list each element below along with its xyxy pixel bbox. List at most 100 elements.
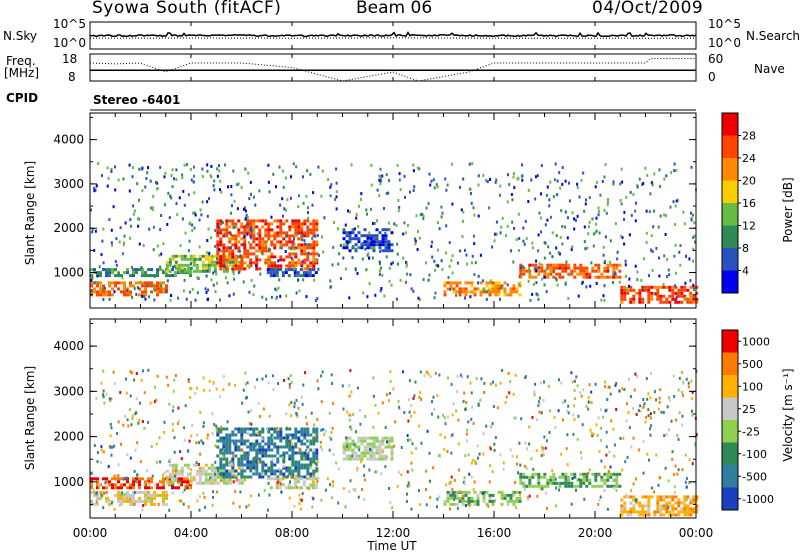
heatmap-cell (390, 243, 394, 247)
heatmap-cell (553, 482, 556, 485)
heatmap-cell (316, 464, 319, 468)
heatmap-cell (623, 242, 626, 246)
heatmap-cell (225, 246, 229, 250)
heatmap-cell (530, 178, 533, 182)
heatmap-cell (653, 285, 657, 289)
heatmap-cell (273, 231, 277, 235)
heatmap-cell (629, 285, 633, 289)
heatmap-cell (537, 297, 540, 301)
heatmap-cell (535, 418, 538, 422)
heatmap-cell (470, 499, 474, 503)
heatmap-cell (402, 256, 405, 260)
heatmap-cell (307, 216, 309, 220)
heatmap-cell (665, 433, 668, 436)
heatmap-cell (223, 265, 226, 269)
heatmap-cell (131, 175, 134, 179)
heatmap-cell (93, 268, 96, 272)
heatmap-cell (579, 451, 582, 454)
heatmap-cell (386, 440, 388, 444)
heatmap-cell (252, 445, 256, 449)
heatmap-cell (231, 475, 235, 479)
heatmap-cell (291, 454, 295, 458)
heatmap-cell (524, 219, 527, 223)
heatmap-cell (237, 430, 241, 434)
heatmap-cell (638, 504, 642, 508)
heatmap-cell (402, 370, 404, 374)
heatmap-cell (416, 248, 419, 251)
heatmap-cell (180, 477, 183, 481)
heatmap-cell (275, 268, 279, 272)
heatmap-cell (132, 271, 135, 275)
heatmap-cell (375, 234, 379, 238)
heatmap-cell (276, 426, 279, 430)
heatmap-cell (381, 240, 385, 244)
heatmap-cell (230, 211, 232, 215)
heatmap-cell (677, 504, 681, 508)
heatmap-cell (456, 374, 459, 378)
time-axis: 00:00 04:00 08:00 12:00 16:00 20:00 00:00 (73, 22, 713, 540)
heatmap-cell (193, 226, 196, 230)
heatmap-cell (99, 287, 102, 291)
heatmap-cell (560, 209, 563, 213)
heatmap-cell (380, 266, 383, 270)
freq-unit-label: [MHz] (4, 66, 40, 80)
heatmap-cell (668, 273, 671, 277)
heatmap-cell (162, 499, 165, 503)
heatmap-cell (580, 394, 583, 398)
heatmap-cell (470, 290, 474, 294)
heatmap-cell (491, 245, 494, 249)
heatmap-cell (641, 183, 644, 187)
heatmap-cell (585, 272, 589, 276)
heatmap-cell (232, 169, 235, 173)
heatmap-cell (347, 209, 349, 213)
heatmap-cell (526, 497, 529, 501)
heatmap-cell (455, 493, 459, 497)
heatmap-cell (357, 237, 361, 241)
heatmap-cell (135, 499, 138, 503)
heatmap-cell (527, 200, 530, 203)
heatmap-cell (683, 507, 687, 511)
power-ylabel: Slant Range [km] (23, 161, 37, 265)
heatmap-cell (140, 378, 143, 382)
heatmap-cell (144, 496, 147, 500)
heatmap-cell (192, 180, 195, 184)
heatmap-cell (567, 411, 570, 415)
heatmap-cell (381, 249, 385, 253)
heatmap-cell (573, 404, 575, 408)
heatmap-cell (425, 488, 427, 491)
heatmap-cell (590, 432, 593, 436)
heatmap-cell (342, 442, 346, 446)
heatmap-cell (123, 284, 126, 288)
heatmap-cell (145, 177, 148, 180)
heatmap-cell (524, 464, 527, 468)
heatmap-cell (312, 474, 315, 478)
heatmap-cell (243, 228, 247, 232)
heatmap-cell (243, 430, 247, 434)
heatmap-cell (665, 501, 669, 505)
heatmap-cell (656, 495, 660, 499)
heatmap-cell (315, 427, 319, 431)
heatmap-cell (265, 374, 267, 378)
heatmap-cell (683, 513, 687, 517)
heatmap-cell (203, 495, 206, 499)
heatmap-cell (366, 436, 370, 440)
heatmap-cell (545, 194, 548, 197)
heatmap-cell (538, 402, 541, 406)
heatmap-cell (244, 216, 247, 220)
heatmap-cell (360, 442, 364, 446)
heatmap-cell (246, 475, 250, 479)
heatmap-cell (111, 268, 114, 272)
heatmap-cell (650, 291, 654, 295)
heatmap-cell (443, 290, 447, 294)
heatmap-cell (436, 497, 439, 501)
heatmap-cell (237, 228, 241, 232)
heatmap-cell (228, 445, 232, 449)
heatmap-cell (360, 246, 364, 250)
heatmap-cell (331, 496, 334, 500)
colorbar-tick-label: 25 (742, 403, 756, 416)
heatmap-cell (315, 219, 319, 223)
heatmap-cell (171, 491, 174, 495)
heatmap-cell (213, 478, 217, 482)
heatmap-cell (546, 275, 550, 279)
heatmap-cell (369, 457, 373, 461)
